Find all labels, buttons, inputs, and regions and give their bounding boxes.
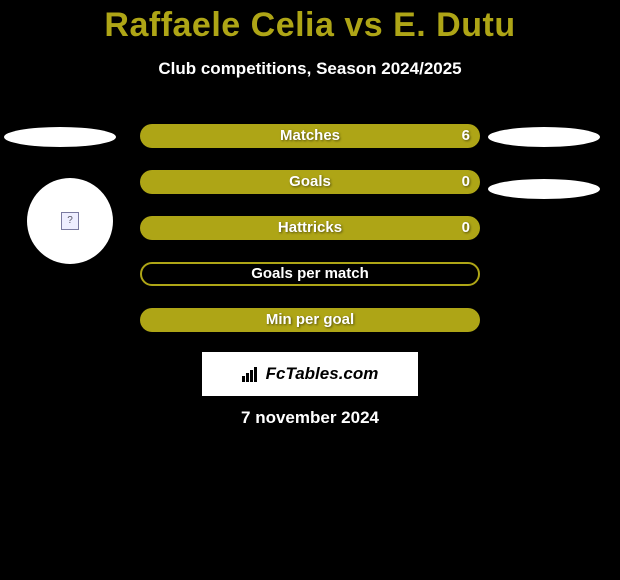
bar-chart-icon [242, 366, 262, 382]
brand-label: FcTables.com [266, 364, 379, 384]
player-avatar: ? [27, 178, 113, 264]
brand-text: FcTables.com [242, 364, 379, 384]
brand-link[interactable]: FcTables.com [202, 352, 418, 396]
comparison-widget: Raffaele Celia vs E. Dutu Club competiti… [0, 0, 620, 580]
page-title: Raffaele Celia vs E. Dutu [0, 0, 620, 45]
stat-label: Hattricks [140, 216, 480, 240]
stat-right-value: 0 [462, 216, 470, 240]
broken-image-icon: ? [61, 212, 79, 230]
stat-row-goals-per-match: Goals per match [0, 262, 620, 290]
stat-row-min-per-goal: Min per goal [0, 308, 620, 336]
stat-row-matches: Matches 6 [0, 124, 620, 152]
stat-label: Min per goal [140, 308, 480, 332]
stat-label: Matches [140, 124, 480, 148]
stat-label: Goals per match [140, 262, 480, 286]
stat-right-value: 6 [462, 124, 470, 148]
stat-right-value: 0 [462, 170, 470, 194]
date-text: 7 november 2024 [0, 408, 620, 428]
stat-label: Goals [140, 170, 480, 194]
subtitle: Club competitions, Season 2024/2025 [0, 59, 620, 79]
